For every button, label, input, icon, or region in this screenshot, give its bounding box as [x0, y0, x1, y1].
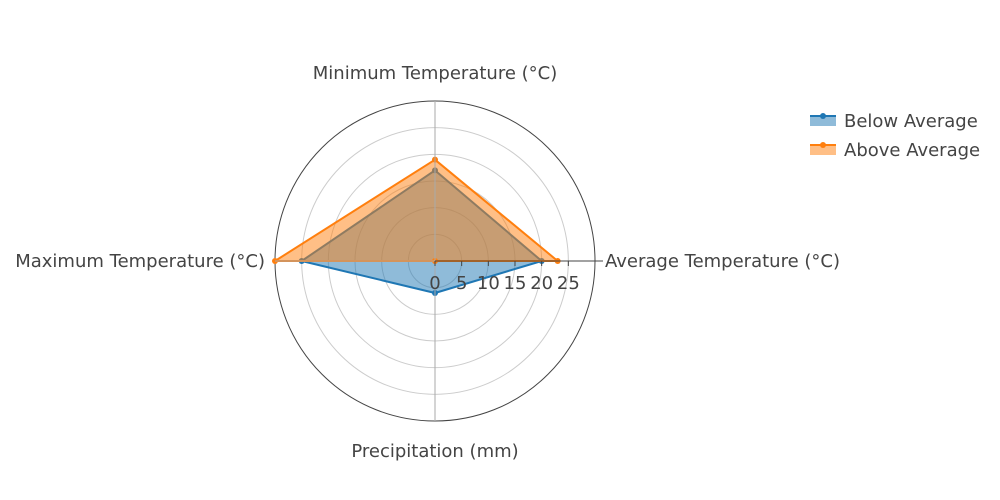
legend-marker-1: [820, 142, 826, 148]
legend-label-1: Above Average: [844, 140, 980, 161]
radial-tick-label-5: 5: [456, 273, 467, 294]
radial-tick-label-0: 0: [429, 273, 440, 294]
radial-tick-labels: 0 5 10 15 20 25: [429, 273, 580, 294]
radial-tick-label-20: 20: [530, 273, 553, 294]
axis-lines: [275, 101, 603, 421]
series-area-1: [274, 158, 559, 262]
axis-label-0: Average Temperature (°C): [605, 251, 840, 272]
series-1: [272, 156, 561, 264]
axis-labels: Average Temperature (°C) Minimum Temperat…: [15, 63, 840, 462]
legend-marker-0: [820, 113, 826, 119]
axis-label-2: Maximum Temperature (°C): [15, 251, 265, 272]
axis-label-1: Minimum Temperature (°C): [313, 63, 558, 84]
legend-item-0[interactable]: Below Average: [810, 111, 978, 132]
radial-tick-label-10: 10: [477, 273, 500, 294]
legend[interactable]: Below Average Above Average: [810, 111, 980, 161]
legend-swatch-0: [810, 116, 836, 126]
legend-swatch-1: [810, 145, 836, 155]
axis-label-3: Precipitation (mm): [351, 441, 518, 462]
legend-item-1[interactable]: Above Average: [810, 140, 980, 161]
radial-tick-label-25: 25: [557, 273, 580, 294]
legend-label-0: Below Average: [844, 111, 978, 132]
radial-tick-label-15: 15: [504, 273, 527, 294]
